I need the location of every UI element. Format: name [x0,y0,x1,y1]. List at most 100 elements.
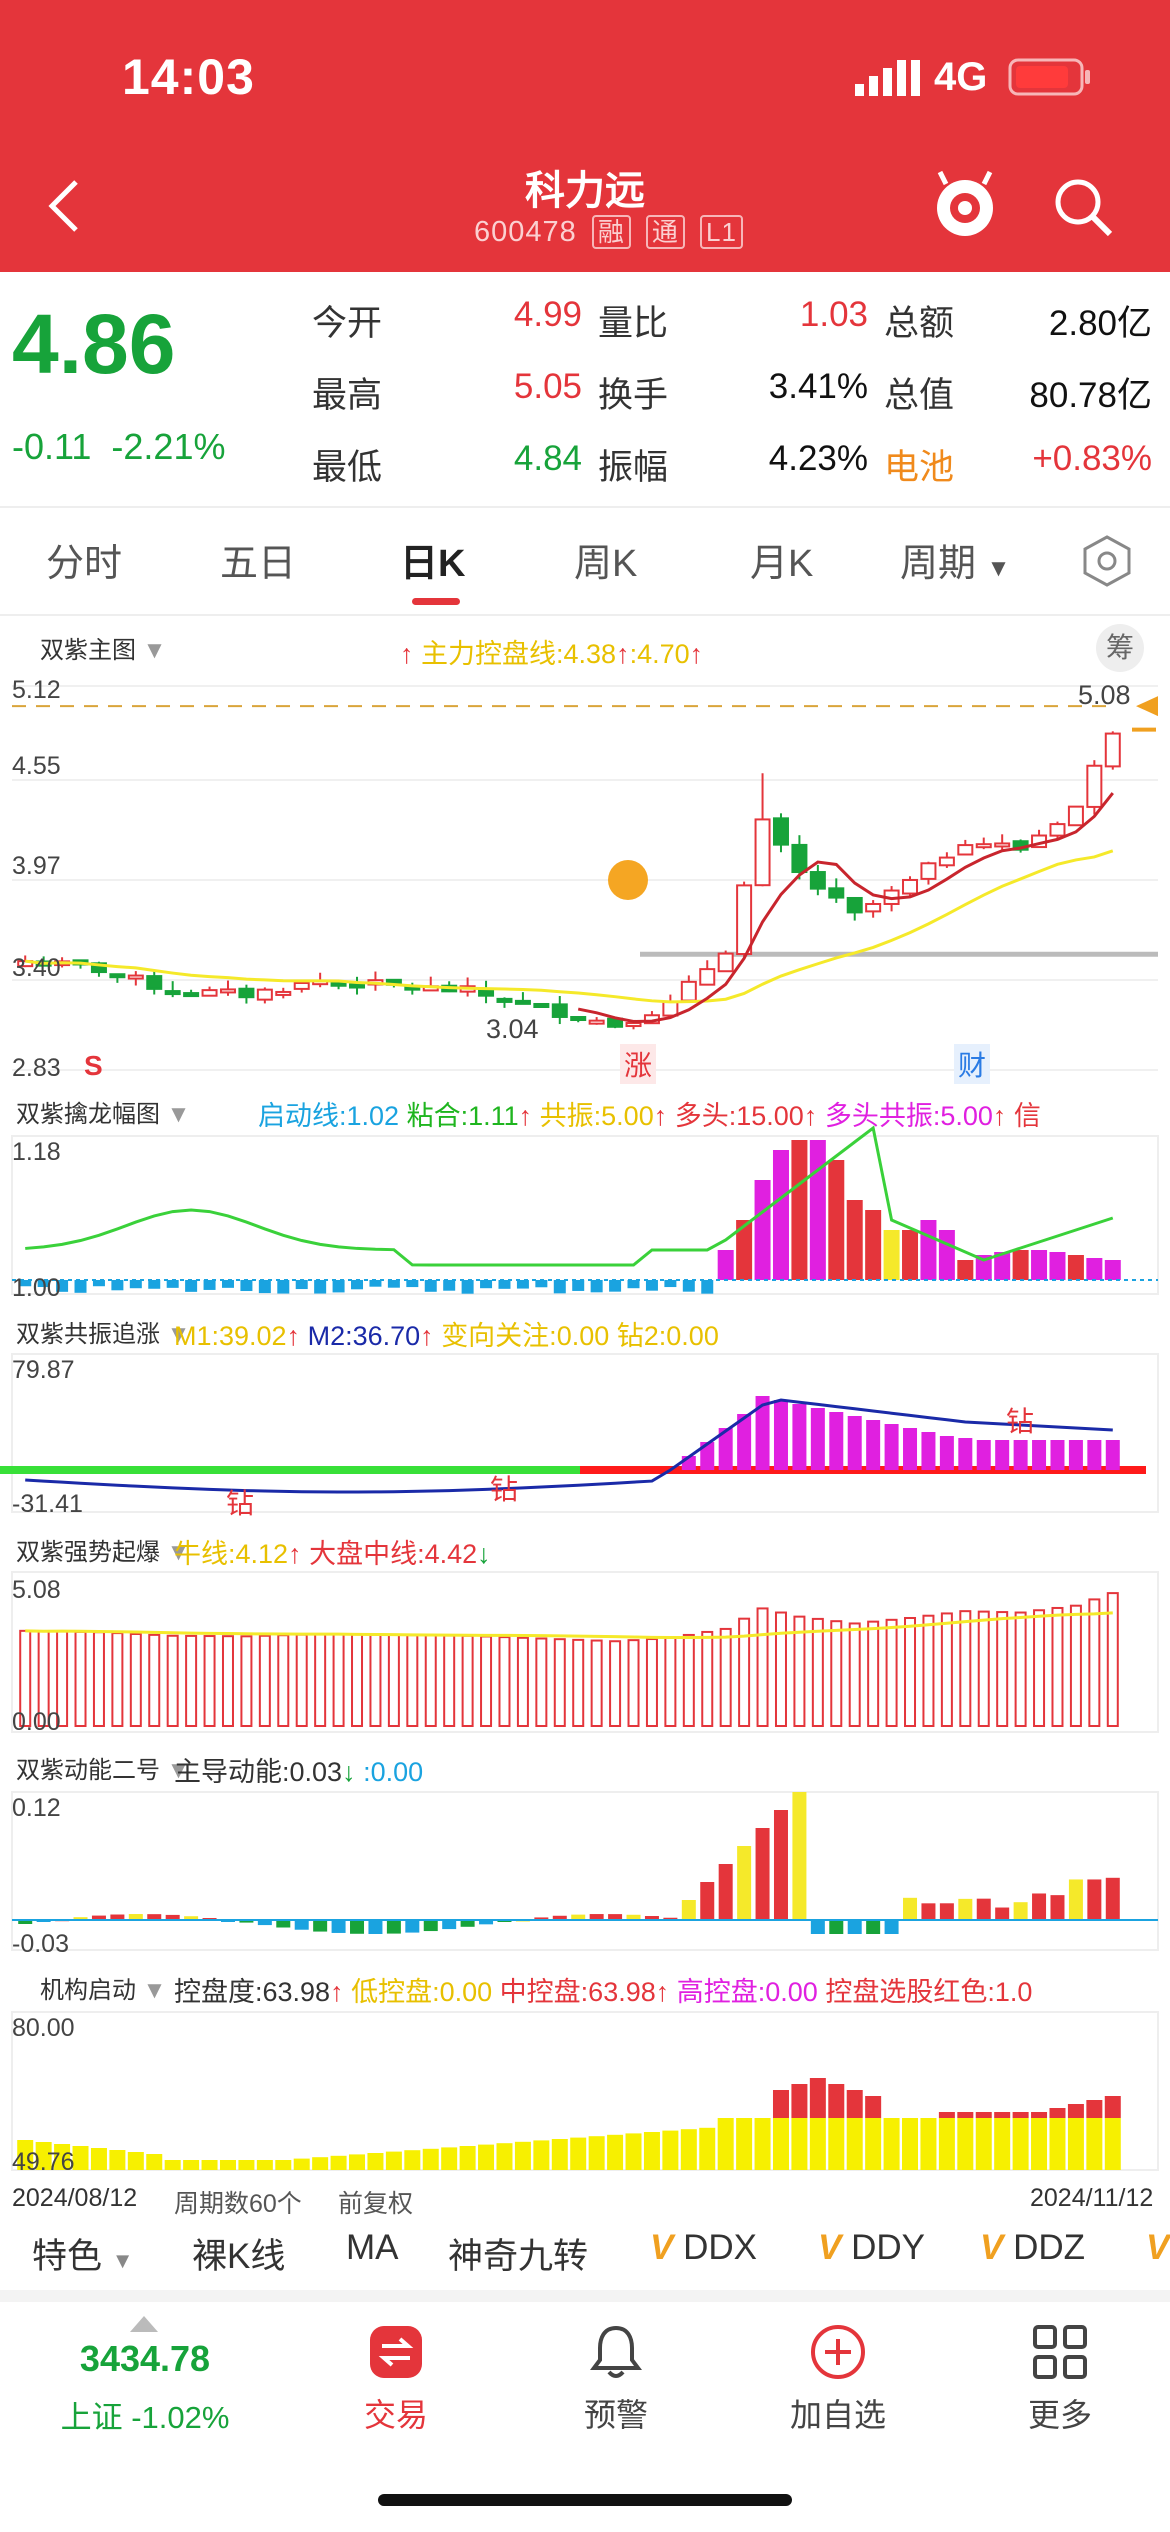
ma-red-line [577,792,1114,1023]
back-icon[interactable] [46,178,86,234]
bar [755,1828,770,1920]
limit-up-marker[interactable]: 涨 [620,1044,657,1084]
sector-change: +0.83% [1032,439,1152,478]
bar [865,2118,882,2170]
diamond-marker: 钻 [490,1474,519,1505]
bar [256,2160,273,2170]
candle-body [680,980,697,1002]
tab-intraday[interactable]: 分时 [46,543,123,585]
bar [847,1920,862,1934]
bar [498,1636,511,1727]
candle-body [1067,805,1084,827]
feature-ddx[interactable]: V DDX [650,2228,757,2267]
feature-naked-k[interactable]: 裸K线 [192,2237,286,2276]
bar [738,1617,751,1727]
divider [0,506,1170,508]
index-value[interactable]: 3434.78 [79,2338,211,2379]
candle-body [1086,764,1103,808]
nav-alert[interactable]: 预警 [583,2397,648,2433]
panel5-top: 80.00 [12,2014,75,2042]
bar [18,1920,33,1924]
triangle-up-icon [130,2316,158,2332]
bar [920,2118,937,2170]
candle-body [219,988,236,994]
kline-chart[interactable] [0,614,1170,2214]
bar [221,1635,234,1727]
bar [772,2090,789,2118]
feature-special[interactable]: 特色 ▼ [32,2237,134,2276]
bar [921,1432,936,1470]
bar [627,1280,640,1289]
feature-magic-nine[interactable]: 神奇九转 [448,2237,589,2276]
settings-hex-icon[interactable] [1080,534,1134,588]
sector-link[interactable]: 电池 [884,448,955,487]
chip-distribution-button[interactable]: 筹 [1096,624,1144,672]
main-chart-title[interactable]: 双紫主图 ▼ [40,637,167,664]
panel1-title[interactable]: 双紫擒龙幅图 ▼ [16,1101,191,1128]
panel3-title[interactable]: 双紫强势起爆 ▼ [16,1539,191,1566]
bar [1088,1598,1101,1727]
bar [443,1280,456,1291]
add-watchlist-icon[interactable] [808,2322,868,2382]
rocket-badge-icon [608,860,648,900]
bell-icon[interactable] [586,2322,646,2382]
bar [238,2160,255,2170]
index-name[interactable]: 上证 -1.02% [60,2400,230,2435]
y-label: 4.55 [12,752,61,780]
bar [1050,1440,1065,1470]
tab-period[interactable]: 周期 ▼ [900,543,1011,585]
bar [846,1200,863,1280]
candle-body [1104,732,1121,768]
bar [772,2118,789,2170]
period-count: 周期数60个 [174,2190,302,2218]
nav-more[interactable]: 更多 [1027,2397,1092,2433]
panel3-bottom: 0.00 [12,1708,61,1736]
adjust-type[interactable]: 前复权 [338,2190,414,2218]
candle-body [256,988,273,1001]
feature-more-v[interactable]: V [1146,2228,1170,2267]
nav-trade[interactable]: 交易 [363,2397,428,2433]
feature-ddy[interactable]: V DDY [818,2228,925,2267]
search-icon[interactable] [1052,176,1116,240]
bar [792,1404,807,1470]
bar [572,1638,585,1727]
panel-frame [11,1571,1159,1733]
candle-body [772,817,789,846]
trade-icon[interactable] [368,2324,424,2380]
bar [957,2118,974,2170]
tab-five-day[interactable]: 五日 [220,543,297,585]
bar [405,1920,420,1933]
bar [351,1280,364,1290]
candle-body [90,962,107,974]
value-turnover-amount: 2.80亿 [1048,304,1152,343]
price-pointer [1136,696,1158,717]
bar [35,2142,52,2170]
bar [884,1424,899,1470]
nav-add-watchlist[interactable]: 加自选 [789,2397,886,2433]
panel3-top: 5.08 [12,1576,61,1604]
bar [461,1634,474,1727]
ma-yellow-line [25,849,1114,1004]
tab-weekly-k[interactable]: 周K [574,543,638,585]
bar [312,2157,329,2170]
tab-monthly-k[interactable]: 月K [750,543,814,585]
mascot-icon[interactable] [930,170,1000,242]
bar [609,1640,622,1727]
stock-code: 600478 [474,216,577,248]
bar [91,1915,106,1920]
panel2-title[interactable]: 双紫共振追涨 ▼ [16,1321,191,1348]
bar [1032,1440,1047,1470]
bar [976,1440,991,1470]
bar [754,1180,771,1280]
tab-daily-k[interactable]: 日K [400,543,466,585]
finance-marker[interactable]: 财 [954,1044,991,1084]
panel5-indicators: 控盘度:63.98↑ 低控盘:0.00 中控盘:63.98↑ 高控盘:0.00 … [174,1977,1033,2007]
more-grid-icon[interactable] [1030,2322,1090,2382]
candle-body [349,983,366,989]
feature-ma[interactable]: MA [346,2228,399,2267]
panel5-title[interactable]: 机构启动 ▼ [40,1977,167,2004]
bar [1087,1879,1102,1920]
bar [479,1920,494,1925]
feature-ddz[interactable]: V DDZ [980,2228,1086,2267]
panel4-title[interactable]: 双紫动能二号 ▼ [16,1757,191,1784]
